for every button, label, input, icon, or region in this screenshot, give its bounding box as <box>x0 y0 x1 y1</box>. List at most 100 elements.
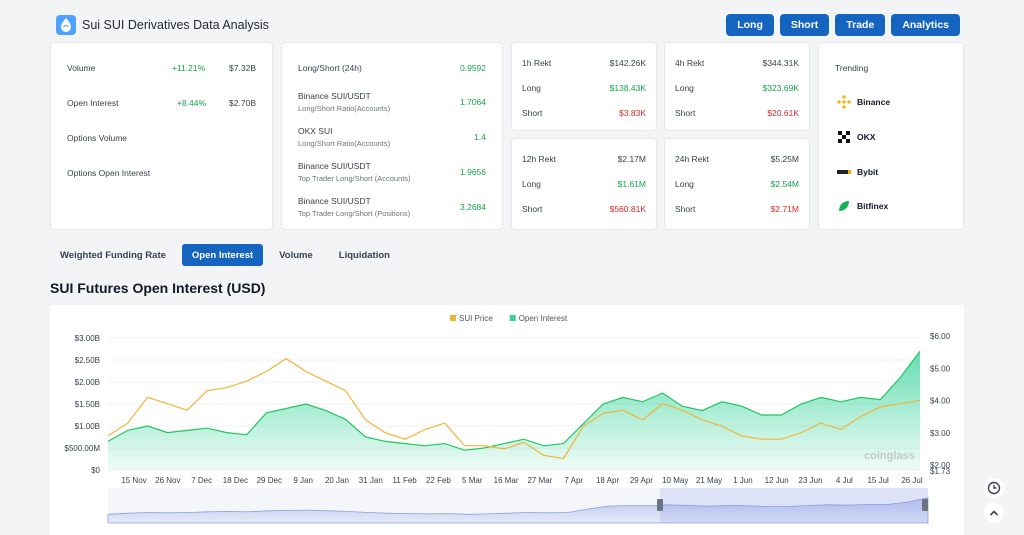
y-right-tick: $3.00 <box>930 429 951 438</box>
x-tick: 31 Jan <box>359 476 383 485</box>
x-tick: 15 Nov <box>121 476 146 485</box>
watermark: coinglass <box>864 450 915 462</box>
x-tick: 23 Jun <box>799 476 823 485</box>
x-tick: 26 Jul <box>901 476 923 485</box>
rekt-title: 12h Rekt <box>522 154 557 164</box>
volume-label: Volume <box>67 63 96 73</box>
x-tick: 18 Dec <box>223 476 248 485</box>
rekt-short: $2.71M <box>770 204 799 214</box>
x-tick: 26 Nov <box>155 476 180 485</box>
x-tick: 4 Jul <box>836 476 853 485</box>
rekt-title: 1h Rekt <box>522 58 552 68</box>
y-left-tick: $2.50B <box>75 356 100 365</box>
trending-card: Trending Binance OKX Bybit Bitfinex <box>818 42 964 230</box>
rekt-short: $20.61K <box>767 108 799 118</box>
clock-icon <box>987 481 1001 495</box>
bybit-icon <box>837 170 851 174</box>
open-interest-label: Open Interest <box>67 98 119 108</box>
rekt-long-label: Long <box>675 179 694 189</box>
x-tick: 27 Mar <box>527 476 552 485</box>
legend-swatch <box>450 315 456 321</box>
legend-label: Open Interest <box>519 314 568 323</box>
x-tick: 29 Apr <box>630 476 653 485</box>
x-tick: 9 Jan <box>293 476 313 485</box>
trending-item-binance[interactable]: Binance <box>837 95 890 109</box>
analytics-button[interactable]: Analytics <box>891 14 960 36</box>
open-interest-area <box>108 351 920 470</box>
chart-legend: SUI Price Open Interest <box>450 314 568 323</box>
ratio-row-binance-top-positions: Binance SUI/USDT Top Trader Long/Short (… <box>298 196 486 218</box>
open-interest-chart[interactable]: SUI Price Open Interest $3.00B $2.50B $2.00… <box>50 305 964 535</box>
x-tick: 10 May <box>662 476 688 485</box>
chart-navigator[interactable] <box>107 488 929 524</box>
page-header: Sui SUI Derivatives Data Analysis Long S… <box>56 13 960 37</box>
long-button[interactable]: Long <box>726 14 774 36</box>
navigator-handle-left[interactable] <box>657 499 663 511</box>
long-short-card: Long/Short (24h) 0.9592 Binance SUI/USDT… <box>281 42 503 230</box>
y-right-tick: $6.00 <box>930 332 951 341</box>
rekt-short-label: Short <box>522 204 543 214</box>
y-left-tick: $2.00B <box>75 378 100 387</box>
rekt-long-label: Long <box>675 83 694 93</box>
rekt-12h-card: 12h Rekt $2.17M Long $1.61M Short $560.81K <box>511 138 657 230</box>
ratio-row-binance-accounts: Binance SUI/USDT Long/Short Ratio(Accoun… <box>298 91 486 113</box>
chart-series <box>107 350 921 470</box>
y-axis-right: $6.00 $5.00 $4.00 $3.00 $2.00$1.73 <box>930 332 951 476</box>
trending-item-bybit[interactable]: Bybit <box>837 165 878 179</box>
open-interest-row: Open Interest +8.44% $2.70B <box>67 98 256 108</box>
y-right-current: $1.73 <box>930 467 951 476</box>
y-axis-left: $3.00B $2.50B $2.00B $1.50B $1.00B $500.00M $0 <box>64 334 100 475</box>
rekt-long-label: Long <box>522 83 541 93</box>
y-left-tick: $3.00B <box>75 334 100 343</box>
rekt-short-label: Short <box>675 204 696 214</box>
tab-open-interest[interactable]: Open Interest <box>181 244 264 266</box>
ratio-sublabel: Top Trader Long/Short (Positions) <box>298 209 411 218</box>
x-tick: 29 Dec <box>257 476 282 485</box>
x-axis: 15 Nov 26 Nov 7 Dec 18 Dec 29 Dec 9 Jan 20 Jan… <box>121 476 923 485</box>
ratio-row-binance-top-accounts: Binance SUI/USDT Top Trader Long/Short (… <box>298 161 486 183</box>
clock-button[interactable] <box>984 478 1004 498</box>
rekt-24h-card: 24h Rekt $5.25M Long $2.54M Short $2.71M <box>664 138 810 230</box>
trending-item-okx[interactable]: OKX <box>837 130 875 144</box>
tab-weighted-funding-rate[interactable]: Weighted Funding Rate <box>50 244 176 266</box>
bitfinex-icon <box>839 201 849 211</box>
trending-title: Trending <box>835 63 869 73</box>
scroll-top-button[interactable] <box>984 503 1004 523</box>
chevron-up-icon <box>989 510 999 516</box>
rekt-short: $3.83K <box>619 108 646 118</box>
ratio-sublabel: Long/Short Ratio(Accounts) <box>298 139 391 148</box>
nav-buttons: Long Short Trade Analytics <box>726 14 960 36</box>
rekt-long: $2.54M <box>770 179 799 189</box>
trending-item-bitfinex[interactable]: Bitfinex <box>837 199 888 213</box>
volume-row: Volume +11.21% $7.32B <box>67 63 256 73</box>
chart-container: SUI Price Open Interest $3.00B $2.50B $2.00… <box>50 305 964 535</box>
navigator-handle-right[interactable] <box>922 499 928 511</box>
short-button[interactable]: Short <box>779 14 830 36</box>
trade-button[interactable]: Trade <box>835 14 886 36</box>
ratio-label: Binance SUI/USDT <box>298 91 371 101</box>
rekt-title: 4h Rekt <box>675 58 705 68</box>
rekt-4h-card: 4h Rekt $344.31K Long $323.69K Short $20.61… <box>664 42 810 131</box>
rekt-1h-card: 1h Rekt $142.26K Long $138.43K Short $3.83K <box>511 42 657 131</box>
tab-liquidation[interactable]: Liquidation <box>328 244 400 266</box>
rekt-total: $142.26K <box>609 58 646 68</box>
x-tick: 22 Feb <box>426 476 451 485</box>
y-right-tick: $5.00 <box>930 364 951 373</box>
y-left-tick: $0 <box>91 466 100 475</box>
ratio-label: OKX SUI <box>298 126 333 136</box>
options-volume-label: Options Volume <box>67 133 128 143</box>
binance-icon <box>837 95 851 109</box>
y-left-tick: $1.50B <box>75 400 100 409</box>
tab-volume[interactable]: Volume <box>269 244 323 266</box>
rekt-long-label: Long <box>522 179 541 189</box>
rekt-short: $560.81K <box>609 204 646 214</box>
ratio-value: 1.9656 <box>460 167 486 177</box>
x-tick: 7 Dec <box>191 476 212 485</box>
rekt-long: $1.61M <box>617 179 646 189</box>
legend-swatch <box>509 315 516 321</box>
ratio-row-24h: Long/Short (24h) 0.9592 <box>298 63 486 73</box>
trending-label: Binance <box>857 97 891 107</box>
options-volume-row: Options Volume <box>67 133 256 143</box>
y-left-tick: $500.00M <box>64 444 100 453</box>
ratio-row-okx: OKX SUI Long/Short Ratio(Accounts) 1.4 <box>298 126 486 148</box>
